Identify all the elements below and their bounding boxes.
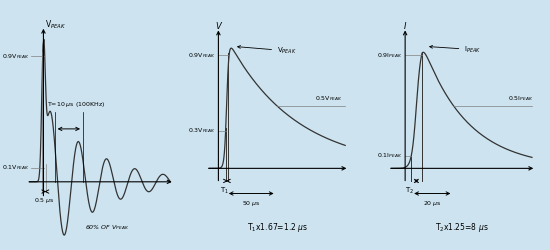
Text: 60% OF V$_{PEAK}$: 60% OF V$_{PEAK}$ — [85, 224, 129, 232]
Text: 0.9V$_{PEAK}$: 0.9V$_{PEAK}$ — [188, 51, 216, 60]
Text: T$_1$: T$_1$ — [220, 186, 229, 196]
Text: 0.5V$_{PEAK}$: 0.5V$_{PEAK}$ — [315, 94, 343, 103]
Text: T$_2$: T$_2$ — [405, 186, 414, 196]
Text: 0.5 $\mu$s: 0.5 $\mu$s — [34, 196, 54, 205]
Text: 0.5I$_{PEAK}$: 0.5I$_{PEAK}$ — [508, 94, 534, 103]
Text: T$_2$x1.25=8 $\mu$s: T$_2$x1.25=8 $\mu$s — [434, 221, 488, 234]
Text: 0.3V$_{PEAK}$: 0.3V$_{PEAK}$ — [188, 126, 216, 135]
Text: 20 $\mu$s: 20 $\mu$s — [423, 198, 442, 207]
Text: T$_1$x1.67=1.2 $\mu$s: T$_1$x1.67=1.2 $\mu$s — [246, 221, 307, 234]
Text: I$_{PEAK}$: I$_{PEAK}$ — [430, 44, 481, 55]
Text: 50 $\mu$s: 50 $\mu$s — [242, 198, 261, 207]
Text: T=10 $\mu$s (100KHz): T=10 $\mu$s (100KHz) — [47, 100, 105, 110]
Text: V$_{PEAK}$: V$_{PEAK}$ — [238, 46, 297, 56]
Text: 0.9I$_{PEAK}$: 0.9I$_{PEAK}$ — [377, 51, 402, 60]
Text: 0.1I$_{PEAK}$: 0.1I$_{PEAK}$ — [377, 151, 402, 160]
Text: 0.9V$_{PEAK}$: 0.9V$_{PEAK}$ — [2, 52, 29, 61]
Text: 0.1V$_{PEAK}$: 0.1V$_{PEAK}$ — [2, 164, 29, 172]
Text: V: V — [216, 22, 221, 31]
Text: I: I — [404, 22, 406, 31]
Text: V$_{PEAK}$: V$_{PEAK}$ — [45, 19, 66, 32]
